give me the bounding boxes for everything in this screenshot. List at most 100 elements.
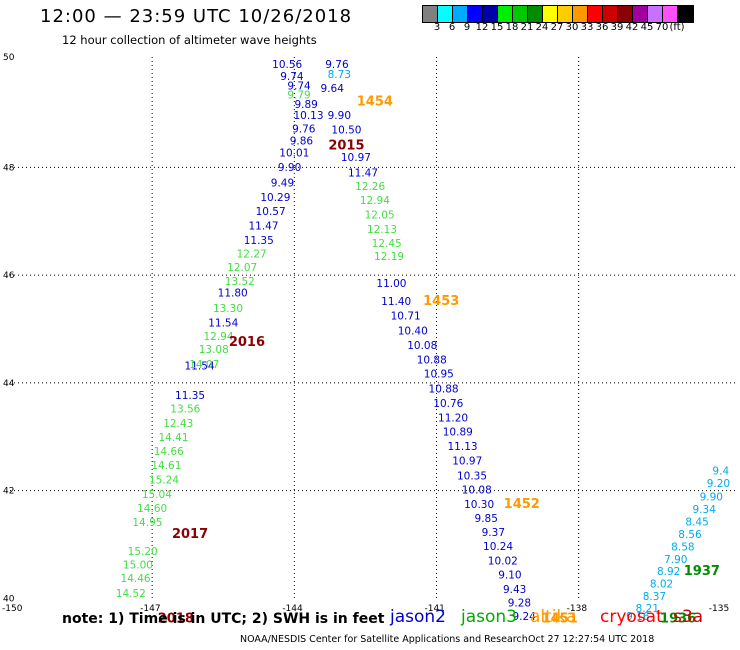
- swh-value-jason2: 11.40: [381, 296, 411, 308]
- swh-value-jason3: 14.95: [132, 517, 162, 529]
- lon-tick-label: -144: [282, 604, 303, 614]
- pass-number-label: 2018: [158, 612, 194, 627]
- pass-number-label: 1937: [684, 564, 720, 579]
- swh-value-jason3: 13.08: [199, 344, 229, 356]
- swh-value-altika: 8.73: [328, 69, 351, 81]
- legend-swatch: [498, 6, 513, 22]
- swh-value-jason2: 11.54: [208, 317, 238, 329]
- swh-value-jason2: 10.97: [452, 456, 482, 468]
- swh-value-jason3: 12.13: [367, 224, 397, 236]
- swh-value-jason2: 10.08: [462, 484, 492, 496]
- swh-value-jason3: 12.26: [355, 181, 385, 193]
- lat-tick-label: 46: [3, 271, 15, 281]
- pass-number-label: 1454: [357, 94, 393, 109]
- swh-value-altika: 8.37: [643, 591, 666, 603]
- swh-value-jason2: 10.35: [457, 470, 487, 482]
- swh-value-jason2: 11.47: [348, 168, 378, 180]
- units-note: note: 1) Time is in UTC; 2) SWH is in fe…: [62, 611, 385, 627]
- color-scale-legend: [422, 5, 694, 23]
- swh-value-jason2: 9.86: [290, 135, 314, 147]
- swh-value-jason3: 15.24: [149, 475, 179, 487]
- swh-value-jason2: 9.10: [498, 569, 521, 581]
- swh-value-jason2: 9.43: [503, 584, 526, 596]
- swh-value-jason2: 10.71: [391, 310, 421, 322]
- legend-label: 39: [610, 22, 624, 33]
- swh-value-jason2: 11.35: [244, 235, 274, 247]
- swh-value-jason2: 9.90: [328, 110, 351, 122]
- swh-value-jason2: 9.85: [475, 513, 498, 525]
- swh-value-jason2: 11.54: [185, 360, 215, 372]
- swh-value-altika: 9.90: [700, 491, 723, 503]
- legend-label: 24: [535, 22, 549, 33]
- swh-value-jason2: 9.74: [287, 80, 311, 92]
- lon-tick-label: -150: [2, 604, 23, 614]
- pass-number-label: 2017: [172, 527, 208, 542]
- legend-label: 30: [565, 22, 579, 33]
- legend-swatch: [423, 6, 438, 22]
- swh-value-jason2: 10.24: [483, 541, 513, 553]
- swh-value-jason2: 10.89: [443, 427, 473, 439]
- swh-value-jason3: 12.94: [360, 195, 390, 207]
- lon-tick-label: -138: [567, 604, 588, 614]
- legend-swatch: [603, 6, 618, 22]
- legend-swatch: [483, 6, 498, 22]
- swh-value-jason2: 9.49: [271, 177, 294, 189]
- swh-value-jason3: 9.79: [287, 89, 310, 101]
- page-title: 12:00 — 23:59 UTC 10/26/2018: [40, 6, 353, 27]
- legend-label: 12: [475, 22, 489, 33]
- swh-value-jason3: 15.20: [128, 546, 158, 558]
- satellite-name-s3a: s3a: [673, 607, 704, 627]
- swh-value-jason2: 9.64: [321, 83, 345, 95]
- swh-value-jason3: 12.05: [365, 210, 395, 222]
- legend-label: 15: [490, 22, 504, 33]
- swh-value-jason3: 12.94: [203, 331, 233, 343]
- swh-value-jason3: 14.41: [158, 432, 188, 444]
- lon-tick-label: -141: [424, 604, 444, 614]
- legend-swatch: [633, 6, 648, 22]
- swh-value-jason2: 9.37: [482, 527, 505, 539]
- legend-label: 3: [433, 22, 441, 33]
- pass-number-label: 2015: [328, 139, 364, 154]
- swh-value-jason2: 9.28: [508, 597, 531, 609]
- legend-label: 45: [640, 22, 654, 33]
- legend-label: 27: [550, 22, 564, 33]
- swh-value-jason2: 11.35: [175, 390, 205, 402]
- legend-label: 33: [580, 22, 594, 33]
- swh-value-jason3: 14.46: [121, 573, 151, 585]
- swh-value-jason3: 12.07: [227, 262, 257, 274]
- swh-value-altika: 8.56: [678, 529, 702, 541]
- swh-value-jason2: 10.57: [256, 206, 286, 218]
- swh-value-jason3: 12.19: [374, 251, 404, 263]
- lat-tick-label: 50: [3, 53, 15, 63]
- swh-value-jason2: 9.76: [292, 123, 316, 135]
- swh-value-jason3: 14.60: [137, 503, 167, 515]
- legend-label: 42: [625, 22, 639, 33]
- swh-value-jason2: 11.80: [218, 288, 248, 300]
- swh-value-jason3: 15.04: [142, 489, 172, 501]
- swh-value-altika: 8.92: [657, 566, 680, 578]
- legend-label: 9: [463, 22, 471, 33]
- swh-value-altika: 9.20: [707, 478, 730, 490]
- swh-value-jason2: 11.47: [248, 220, 278, 232]
- legend-swatch: [513, 6, 528, 22]
- swh-value-jason3: 14.66: [154, 446, 184, 458]
- swh-value-jason2: 10.30: [464, 499, 494, 511]
- swh-value-altika: 8.21: [636, 603, 659, 615]
- swh-value-jason2: 10.40: [398, 325, 428, 337]
- swh-value-jason3: 12.43: [163, 418, 193, 430]
- lat-tick-label: 40: [3, 594, 15, 604]
- swh-value-jason3: 14.52: [116, 588, 146, 600]
- swh-value-jason2: 9.90: [278, 162, 301, 174]
- swh-value-jason2: 11.00: [376, 278, 406, 290]
- swh-value-jason3: 13.56: [170, 403, 200, 415]
- satellite-name-altika: altika: [530, 607, 577, 627]
- legend-label: 18: [505, 22, 519, 33]
- swh-value-jason3: 14.61: [151, 460, 181, 472]
- pass-number-label: 1453: [423, 294, 459, 309]
- lat-tick-label: 48: [3, 163, 15, 173]
- swh-value-jason2: 11.20: [438, 413, 468, 425]
- legend-swatch: [618, 6, 633, 22]
- pass-number-label: 1452: [504, 497, 540, 512]
- legend-swatch: [573, 6, 588, 22]
